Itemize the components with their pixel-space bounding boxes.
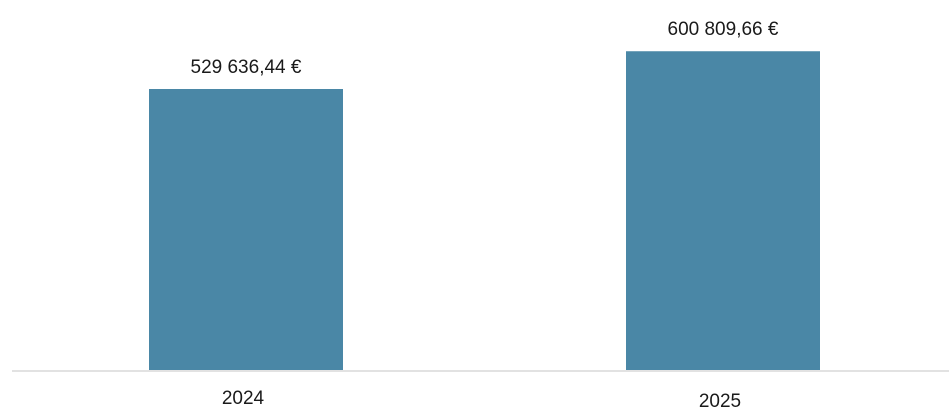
bar-2024 — [149, 89, 343, 370]
data-label-2025: 600 809,66 € — [668, 19, 779, 40]
x-tick-label-2024: 2024 — [222, 388, 265, 409]
bar-2025 — [626, 51, 820, 370]
data-label-2024: 529 636,44 € — [191, 57, 302, 78]
x-tick-label-2025: 2025 — [699, 391, 741, 411]
